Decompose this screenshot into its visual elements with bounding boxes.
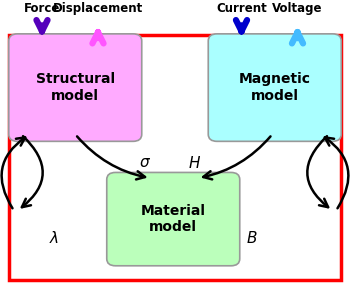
Text: Material
model: Material model: [141, 204, 206, 234]
Text: $\lambda$: $\lambda$: [49, 230, 59, 245]
FancyBboxPatch shape: [9, 35, 341, 280]
Text: Structural
model: Structural model: [36, 73, 115, 103]
Text: $H$: $H$: [188, 155, 201, 170]
FancyBboxPatch shape: [9, 34, 142, 141]
Text: $B$: $B$: [246, 230, 258, 245]
FancyBboxPatch shape: [107, 172, 240, 266]
Text: $\sigma$: $\sigma$: [139, 155, 151, 170]
Text: Current: Current: [216, 3, 267, 15]
FancyBboxPatch shape: [208, 34, 341, 141]
Text: Displacement: Displacement: [53, 3, 143, 15]
Text: Force: Force: [24, 3, 60, 15]
Text: Voltage: Voltage: [272, 3, 323, 15]
Text: Magnetic
model: Magnetic model: [239, 73, 311, 103]
